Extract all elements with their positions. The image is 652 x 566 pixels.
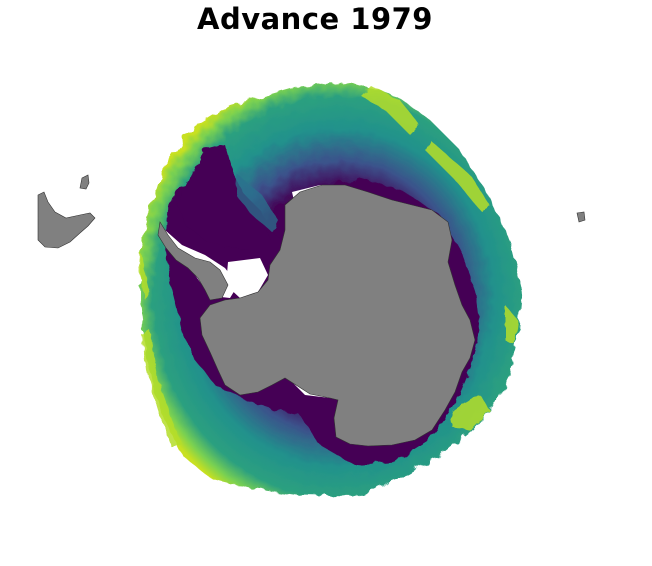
antarctic-peninsula	[157, 221, 229, 301]
weddell-sea-ice	[178, 145, 270, 250]
ice-edge-rim	[138, 85, 518, 448]
ice-shelf-gap-peninsula	[226, 258, 268, 298]
sub-antarctic-island	[576, 211, 586, 223]
antarctica-land	[199, 184, 476, 447]
map-title: Advance 1979	[197, 2, 433, 36]
falkland-islands	[79, 174, 90, 190]
weddell-transition	[236, 175, 278, 232]
south-america-land	[37, 191, 96, 249]
